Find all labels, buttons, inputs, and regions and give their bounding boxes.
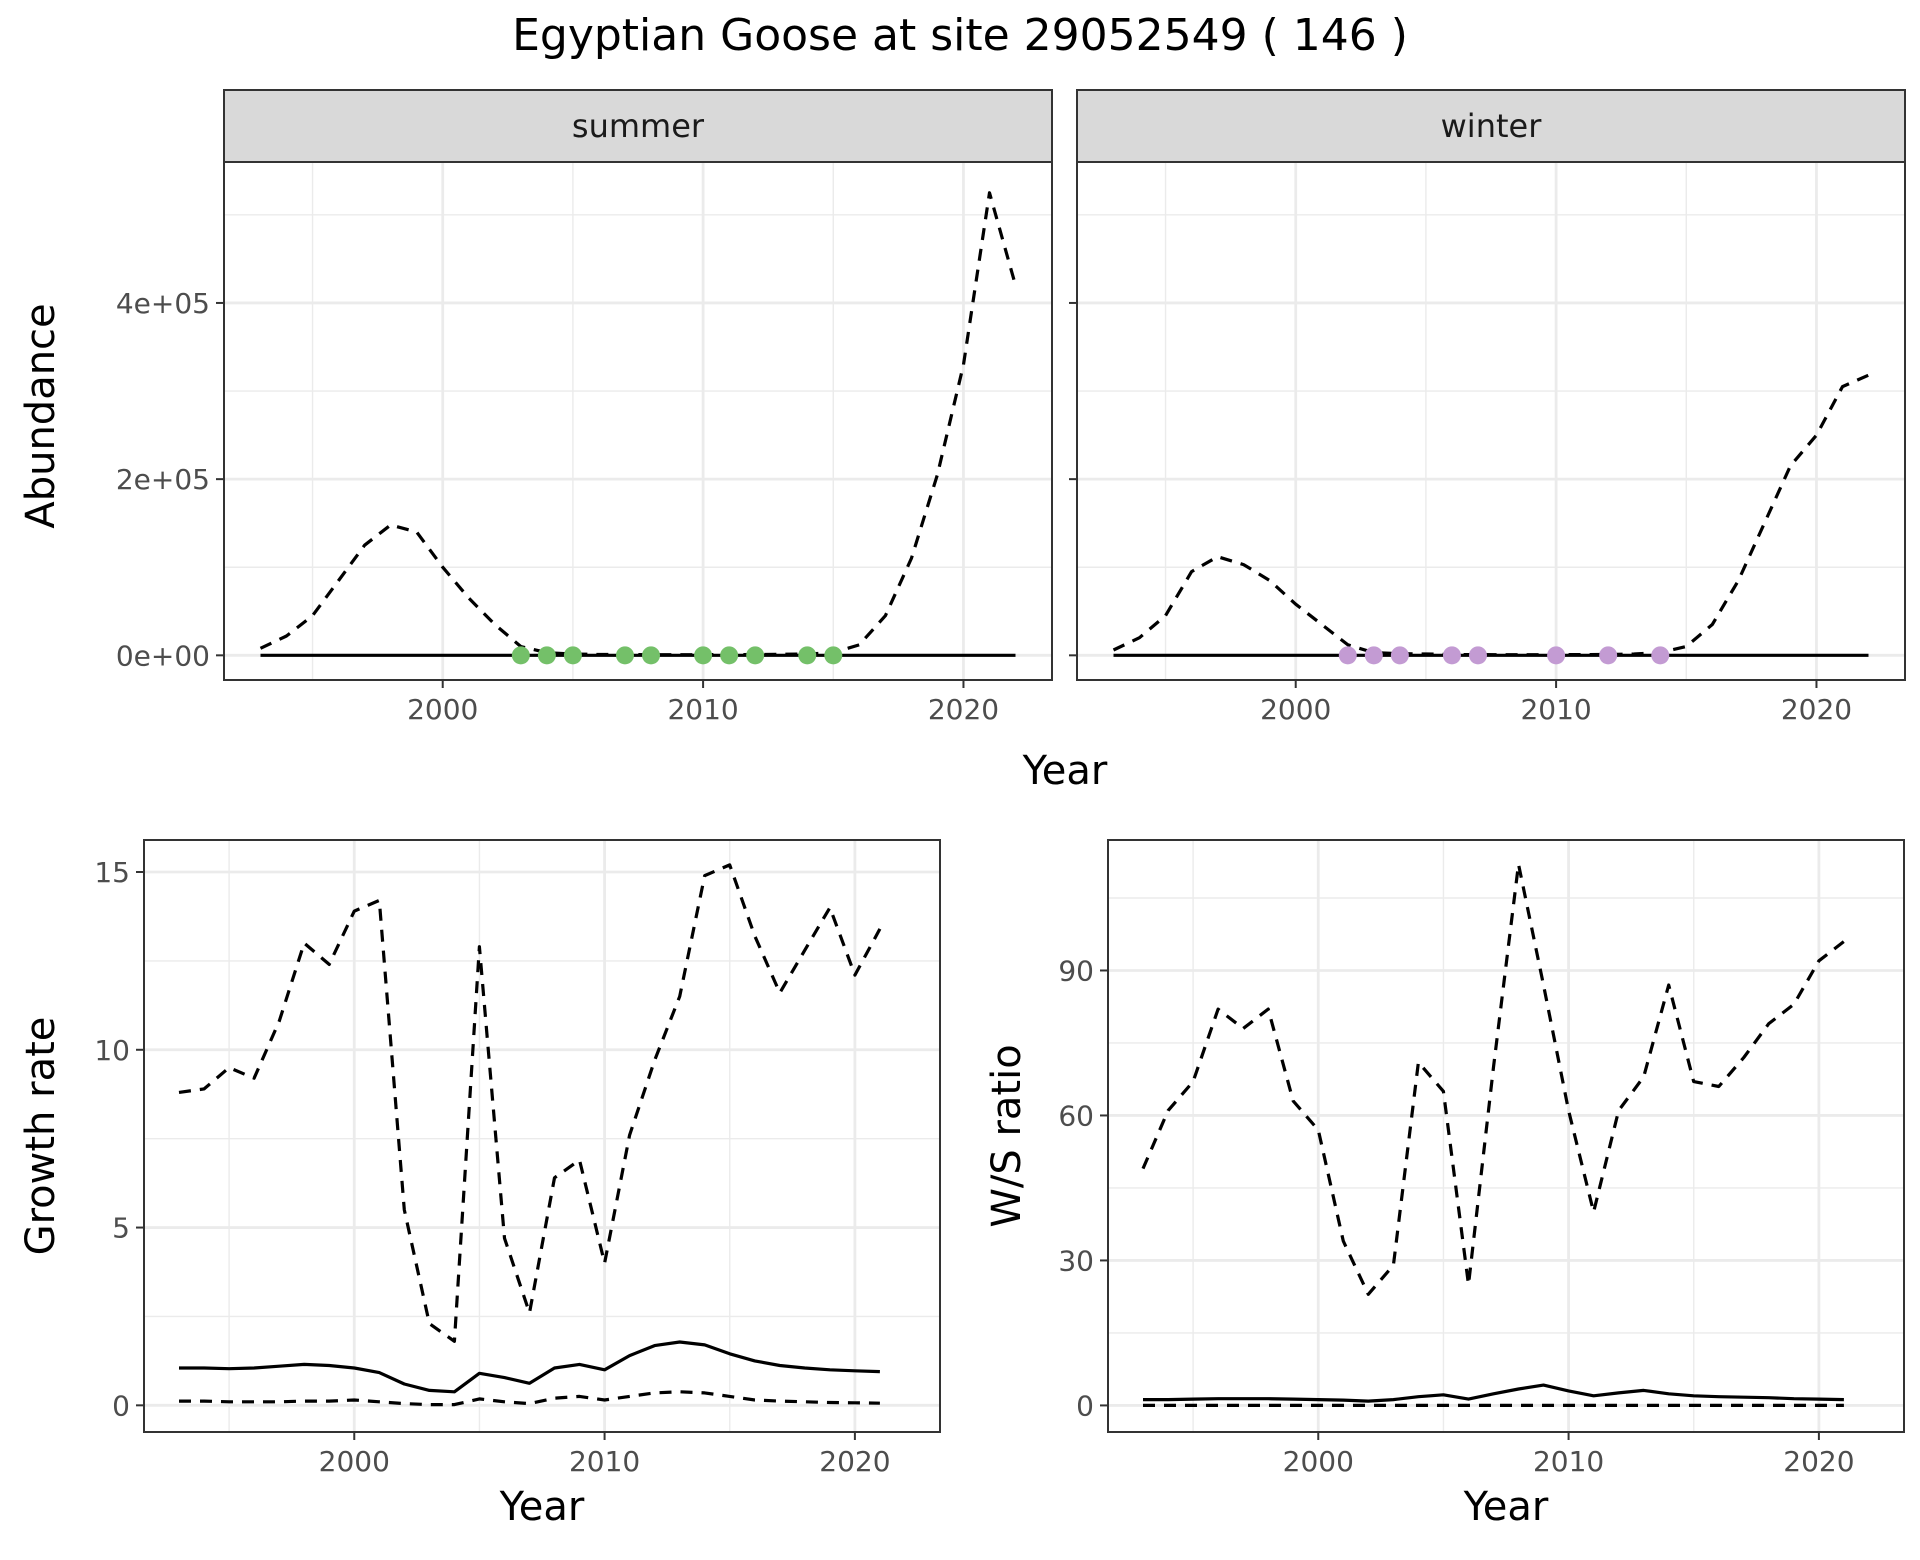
y-tick-label: 15 <box>94 856 130 889</box>
data-point <box>1442 646 1461 665</box>
x-axis-title: Year <box>1463 1484 1549 1530</box>
data-point <box>537 646 556 665</box>
x-tick-label: 2010 <box>1533 1445 1604 1478</box>
dashed-series-line <box>179 1390 880 1407</box>
x-tick-label: 2010 <box>1520 693 1591 726</box>
top-y-axis-title: Abundance <box>18 303 64 528</box>
dashed-series-line <box>1141 862 1845 1296</box>
solid-series-line <box>179 1340 880 1394</box>
y-tick-label: 90 <box>1058 954 1094 987</box>
dashed-series-line <box>259 191 1018 657</box>
y-axis-title: Growth rate <box>18 1017 64 1256</box>
data-point <box>511 646 530 665</box>
panel-border <box>223 161 1053 681</box>
panel-ws-ratio: 2000 2010 2020 0 30 60 90 Year W/S ratio <box>984 839 1905 1530</box>
x-tick-label: 2020 <box>928 693 999 726</box>
dashed-series-line <box>178 863 882 1343</box>
data-point <box>694 646 713 665</box>
data-point <box>1599 646 1618 665</box>
y-tick-label: 0 <box>1076 1389 1094 1422</box>
y-tick-label: 0 <box>112 1389 130 1422</box>
x-axis-title: Year <box>499 1484 585 1530</box>
x-tick-label: 2020 <box>1783 1445 1854 1478</box>
y-tick-label: 10 <box>94 1034 130 1067</box>
data-point <box>1364 646 1383 665</box>
x-tick-label: 2000 <box>1260 693 1331 726</box>
panel-summer-abundance: summer 2000 2010 2020 0e+00 2e+05 4e+05 <box>116 89 1053 726</box>
data-point <box>1338 646 1357 665</box>
data-point <box>642 646 661 665</box>
y-tick-label: 30 <box>1058 1244 1094 1277</box>
x-tick-label: 2010 <box>667 693 738 726</box>
facet-strip <box>1076 89 1906 163</box>
facet-strip-label: summer <box>572 107 705 145</box>
x-tick-label: 2000 <box>1283 1445 1354 1478</box>
data-point <box>1547 646 1566 665</box>
y-axis-title: W/S ratio <box>984 1044 1030 1227</box>
x-tick-label: 2020 <box>819 1445 890 1478</box>
x-tick-label: 2020 <box>1781 693 1852 726</box>
panel-winter-abundance: winter 2000 2010 2020 <box>1069 89 1906 726</box>
dashed-series-line <box>1112 373 1870 657</box>
data-point <box>1468 646 1487 665</box>
x-tick-label: 2010 <box>569 1445 640 1478</box>
panel-growth-rate: 2000 2010 2020 0 5 10 15 Year Growth rate <box>18 839 941 1530</box>
panel-border <box>143 839 941 1433</box>
y-tick-label: 2e+05 <box>116 463 210 496</box>
top-x-axis-title: Year <box>1022 748 1108 794</box>
data-point <box>1390 646 1409 665</box>
y-tick-label: 5 <box>112 1212 130 1245</box>
y-tick-label: 60 <box>1058 1099 1094 1132</box>
y-tick-label: 4e+05 <box>116 287 210 320</box>
y-tick-label: 0e+00 <box>116 639 210 672</box>
data-point <box>615 646 634 665</box>
data-point <box>798 646 817 665</box>
solid-series-line <box>1143 1383 1844 1403</box>
data-point <box>746 646 765 665</box>
panel-border <box>1107 839 1905 1433</box>
facet-strip <box>223 89 1053 163</box>
data-point <box>563 646 582 665</box>
x-tick-label: 2000 <box>319 1445 390 1478</box>
data-point <box>1651 646 1670 665</box>
data-point <box>824 646 843 665</box>
x-tick-label: 2000 <box>407 693 478 726</box>
panel-border <box>1076 161 1906 681</box>
chart-title: Egyptian Goose at site 29052549 ( 146 ) <box>512 10 1408 61</box>
facet-strip-label: winter <box>1441 107 1543 145</box>
data-point <box>720 646 739 665</box>
